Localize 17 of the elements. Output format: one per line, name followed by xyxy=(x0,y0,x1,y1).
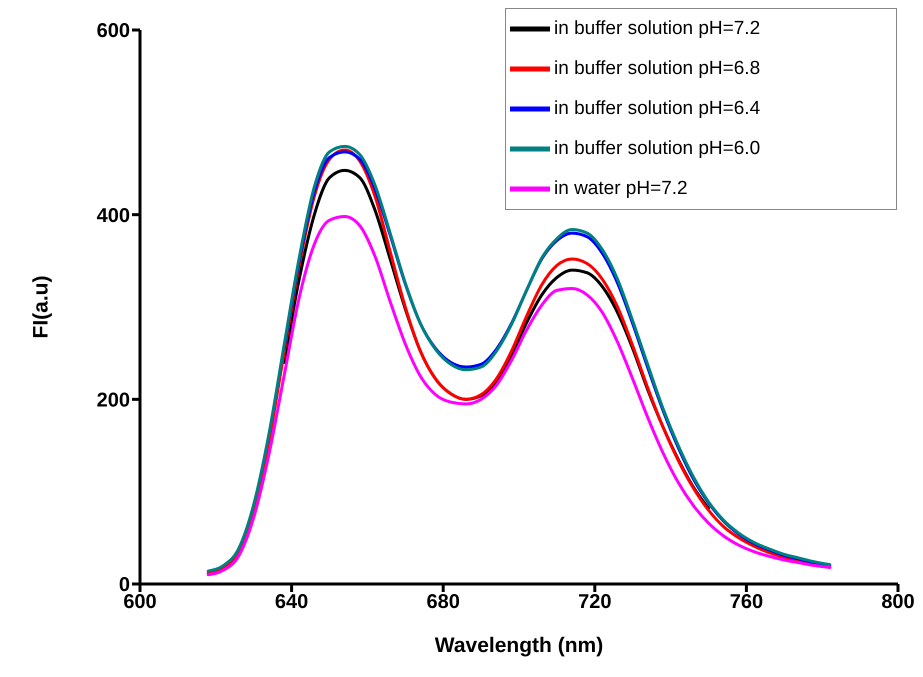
line-series xyxy=(206,215,832,576)
y-axis-title: FI(a.u) xyxy=(29,276,52,338)
x-axis-title: Wavelength (nm) xyxy=(434,634,604,657)
x-tick-label: 720 xyxy=(578,591,612,614)
x-tick-label: 600 xyxy=(123,591,157,614)
legend-label: in buffer solution pH=6.0 xyxy=(554,138,760,160)
y-tick-label: 200 xyxy=(96,389,130,412)
legend-label: in water pH=7.2 xyxy=(554,178,688,200)
y-tick-label: 400 xyxy=(96,204,130,227)
y-tick-label: 600 xyxy=(96,20,130,42)
legend-label: in buffer solution pH=6.8 xyxy=(554,58,760,80)
x-tick-label: 760 xyxy=(730,591,764,614)
x-tick-label: 800 xyxy=(881,591,915,614)
legend-label: in buffer solution pH=6.4 xyxy=(554,98,760,120)
legend-label: in buffer solution pH=7.2 xyxy=(554,18,760,40)
x-tick-label: 640 xyxy=(274,591,308,614)
x-tick-label: 680 xyxy=(426,591,460,614)
